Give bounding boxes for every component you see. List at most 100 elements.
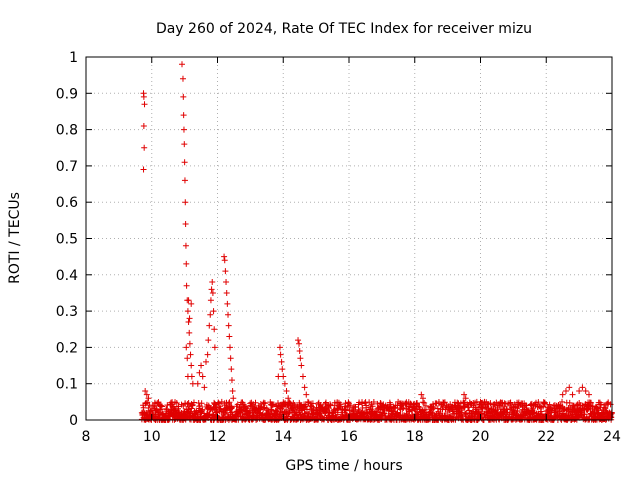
data-point (225, 400, 232, 407)
data-point (346, 400, 352, 407)
data-point (535, 399, 542, 406)
data-point (277, 351, 284, 358)
data-point (199, 406, 206, 413)
data-point (198, 362, 205, 369)
data-point (145, 395, 152, 402)
data-point (143, 400, 150, 407)
data-point (218, 398, 225, 405)
data-point (279, 404, 286, 411)
data-point (260, 405, 267, 412)
data-point (285, 410, 292, 417)
data-point (381, 410, 388, 417)
data-point (559, 391, 566, 398)
data-point (182, 242, 189, 249)
x-tick-label: 12 (209, 429, 227, 445)
data-point (226, 399, 233, 406)
data-point (198, 400, 205, 407)
data-point (584, 406, 591, 413)
data-point (477, 398, 484, 405)
data-point (179, 75, 186, 82)
data-point (576, 387, 583, 394)
data-point (209, 289, 216, 296)
x-tick-label: 14 (274, 429, 292, 445)
data-point (215, 400, 222, 407)
data-point (462, 395, 469, 402)
y-tick-label: 0.9 (56, 86, 78, 102)
data-point (296, 348, 303, 355)
data-point (369, 403, 376, 410)
data-point (361, 399, 368, 406)
data-point (297, 411, 304, 418)
data-point (399, 405, 406, 412)
data-point (186, 340, 193, 347)
data-point (140, 166, 147, 173)
data-point (507, 400, 514, 407)
data-point (298, 362, 305, 369)
data-point (205, 337, 212, 344)
data-point (183, 260, 190, 267)
data-points (138, 61, 615, 423)
data-point (207, 311, 214, 318)
data-point (153, 405, 160, 412)
data-point (296, 340, 303, 347)
data-point (252, 399, 259, 406)
data-point (355, 406, 362, 413)
x-tick-label: 18 (406, 429, 424, 445)
data-point (188, 362, 195, 369)
data-point (196, 369, 203, 376)
data-point (275, 373, 282, 380)
data-point (285, 395, 292, 402)
y-tick-label: 0.7 (56, 159, 78, 175)
chart-title: Day 260 of 2024, Rate Of TEC Index for r… (156, 21, 532, 37)
data-point (184, 355, 191, 362)
data-point (188, 405, 195, 412)
data-point (326, 409, 333, 416)
data-point (229, 387, 236, 394)
data-point (187, 351, 194, 358)
data-point (337, 401, 344, 408)
data-point (141, 144, 148, 151)
data-point (421, 399, 428, 406)
data-point (223, 279, 230, 286)
data-point (281, 380, 288, 387)
y-tick-label: 0.4 (56, 268, 78, 284)
data-point (569, 391, 576, 398)
data-point (186, 329, 193, 336)
data-point (143, 391, 150, 398)
data-point (279, 366, 286, 373)
data-point (181, 177, 188, 184)
y-tick-label: 0.8 (56, 123, 78, 139)
data-point (226, 333, 233, 340)
grid (86, 57, 612, 420)
data-point (182, 199, 189, 206)
data-point (589, 403, 596, 410)
data-point (206, 322, 213, 329)
data-point (221, 257, 228, 264)
data-point (297, 355, 304, 362)
data-point (267, 406, 274, 413)
data-point (209, 279, 216, 286)
data-point (215, 399, 222, 406)
data-point (269, 402, 276, 409)
data-point (173, 400, 180, 407)
y-tick-label: 0.2 (56, 340, 78, 356)
data-point (260, 399, 267, 406)
data-point (213, 409, 220, 416)
axis-ticks: 8 10 12 14 16 18 20 22 24 0 0.1 0.2 0.3 0.4 0.5 0.6 0.7 0… (56, 50, 621, 445)
data-point (211, 326, 218, 333)
data-point (140, 93, 147, 100)
data-point (359, 400, 366, 407)
data-point (598, 401, 605, 408)
data-point (487, 400, 494, 407)
data-point (352, 404, 359, 411)
data-point (278, 358, 285, 365)
data-point (268, 407, 275, 414)
data-point (276, 344, 283, 351)
data-point (225, 322, 232, 329)
y-axis-label: ROTI / TECUs (7, 192, 23, 284)
data-point (415, 403, 422, 410)
data-point (301, 384, 308, 391)
data-point (327, 401, 334, 408)
data-point (185, 297, 192, 304)
data-point (434, 405, 441, 412)
